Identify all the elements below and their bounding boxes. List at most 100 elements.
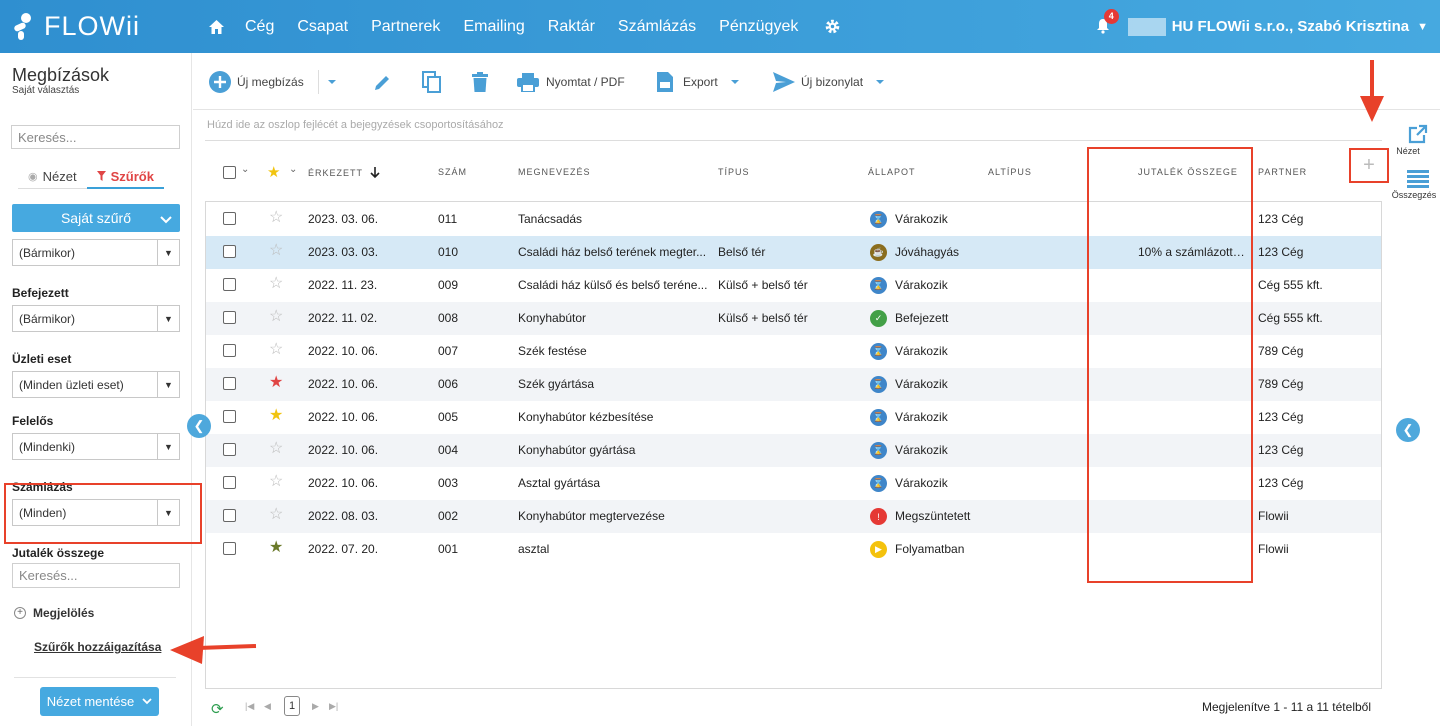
star-icon[interactable]: ☆	[269, 506, 284, 523]
nav-item-partnerek[interactable]: Partnerek	[371, 17, 441, 35]
marking-toggle[interactable]: + Megjelölés	[14, 606, 94, 620]
table-row[interactable]: ☆ 2023. 03. 03. 010 Családi ház belső terén…	[205, 236, 1382, 269]
select-all-checkbox[interactable]	[223, 166, 236, 179]
column-header-type[interactable]: Típus	[718, 167, 750, 177]
row-checkbox[interactable]	[223, 410, 236, 423]
table-row[interactable]: ★ 2022. 10. 06. 005 Konyhabútor kézbesítése…	[205, 401, 1382, 434]
tab-filters[interactable]: Szűrők	[86, 165, 164, 189]
table-row[interactable]: ☆ 2023. 03. 06. 011 Tanácsadás ⌛ Várakozik 123…	[205, 203, 1382, 236]
column-header-commission[interactable]: Jutalék összege	[1138, 167, 1238, 177]
sidebar-search-input[interactable]: Keresés...	[11, 125, 180, 149]
flowii-logo[interactable]: FLOWii	[12, 9, 140, 43]
last-page-icon[interactable]: ▶|	[329, 701, 339, 711]
filter-select-uzleti-eset[interactable]: (Minden üzleti eset) ▼	[12, 371, 180, 398]
nav-item-raktar[interactable]: Raktár	[547, 17, 595, 35]
star-icon[interactable]: ★	[269, 407, 284, 424]
summary-panel-button[interactable]: Összegzés	[1382, 170, 1440, 200]
edit-button[interactable]	[373, 68, 392, 96]
row-checkbox[interactable]	[223, 542, 236, 555]
star-icon[interactable]: ☆	[269, 473, 284, 490]
bell-icon[interactable]: 4	[1096, 8, 1119, 36]
table-row[interactable]: ☆ 2022. 11. 02. 008 Konyhabútor Külső + bels…	[205, 302, 1382, 335]
column-header-name[interactable]: Megnevezés	[518, 167, 591, 177]
chevron-down-icon	[730, 80, 739, 84]
chevron-down-icon[interactable]: ▼	[157, 434, 179, 459]
star-icon[interactable]: ★	[267, 164, 281, 181]
star-icon[interactable]: ★	[269, 374, 284, 391]
view-panel-button[interactable]: Nézet	[1382, 124, 1440, 156]
home-icon[interactable]	[205, 16, 227, 38]
row-checkbox[interactable]	[223, 509, 236, 522]
table-row[interactable]: ☆ 2022. 11. 23. 009 Családi ház külső és be…	[205, 269, 1382, 302]
own-filter-button[interactable]: Saját szűrő	[12, 204, 180, 232]
table-row[interactable]: ☆ 2022. 10. 06. 007 Szék festése ⌛ Várakozik 7…	[205, 335, 1382, 368]
column-header-status[interactable]: Állapot	[868, 167, 916, 177]
column-header-received[interactable]: Érkezett	[308, 167, 380, 179]
row-checkbox[interactable]	[223, 245, 236, 258]
group-by-hint[interactable]: Húzd ide az oszlop fejlécét a bejegyzése…	[207, 119, 504, 131]
chevron-down-icon[interactable]: ▼	[157, 240, 179, 265]
filter-select-felelos[interactable]: (Mindenki) ▼	[12, 433, 180, 460]
row-checkbox[interactable]	[223, 377, 236, 390]
next-page-icon[interactable]: ▶	[312, 701, 319, 711]
column-header-number[interactable]: Szám	[438, 167, 468, 177]
star-icon[interactable]: ☆	[269, 308, 284, 325]
column-header-partner[interactable]: Partner	[1258, 167, 1308, 177]
table-row[interactable]: ★ 2022. 10. 06. 006 Szék gyártása ⌛ Várakozik…	[205, 368, 1382, 401]
first-date-select[interactable]: (Bármikor) ▼	[12, 239, 180, 266]
nav-item-csapat[interactable]: Csapat	[297, 17, 349, 35]
first-page-icon[interactable]: |◀	[245, 701, 255, 711]
prev-page-icon[interactable]: ◀	[264, 701, 271, 711]
table-row[interactable]: ☆ 2022. 10. 06. 004 Konyhabútor gyártása ⌛ Vá…	[205, 434, 1382, 467]
save-view-button[interactable]: Nézet mentése	[40, 687, 159, 716]
table-row[interactable]: ☆ 2022. 10. 06. 003 Asztal gyártása ⌛ Várakoz…	[205, 467, 1382, 500]
table-row[interactable]: ☆ 2022. 08. 03. 002 Konyhabútor megtervezés…	[205, 500, 1382, 533]
filter-label-befejezett: Befejezett	[12, 286, 69, 300]
star-icon[interactable]: ☆	[269, 440, 284, 457]
current-page[interactable]: 1	[284, 696, 300, 716]
star-icon[interactable]: ☆	[269, 209, 284, 226]
export-button[interactable]: Export	[657, 68, 740, 96]
collapse-sidebar-button[interactable]: ❮	[187, 414, 211, 438]
copy-button[interactable]	[422, 68, 441, 96]
print-pdf-button[interactable]: Nyomtat / PDF	[517, 68, 625, 96]
star-icon[interactable]: ☆	[269, 242, 284, 259]
commission-search-input[interactable]: Keresés...	[12, 563, 180, 588]
nav-item-ceg[interactable]: Cég	[245, 17, 275, 35]
filter-select-befejezett[interactable]: (Bármikor) ▼	[12, 305, 180, 332]
table-row[interactable]: ★ 2022. 07. 20. 001 asztal ▶ Folyamatban Flowi…	[205, 533, 1382, 566]
new-document-button[interactable]: Új bizonylat	[773, 68, 885, 96]
star-icon[interactable]: ★	[269, 539, 284, 556]
nav-item-penzugyek[interactable]: Pénzügyek	[719, 17, 799, 35]
chevron-down-icon[interactable]: ▼	[157, 500, 179, 525]
delete-button[interactable]	[472, 68, 488, 96]
nav-item-szamlazas[interactable]: Számlázás	[617, 17, 697, 35]
chevron-down-icon[interactable]: ⌄	[241, 164, 250, 175]
row-checkbox[interactable]	[223, 443, 236, 456]
chevron-down-icon[interactable]	[160, 211, 172, 227]
collapse-right-panel-button[interactable]: ❮	[1396, 418, 1420, 442]
gear-icon[interactable]	[821, 16, 843, 38]
cell-name: Konyhabútor kézbesítése	[518, 410, 654, 424]
chevron-down-icon[interactable]: ⌄	[289, 164, 298, 175]
chevron-down-icon[interactable]	[327, 79, 337, 85]
refresh-icon[interactable]: ⟳	[211, 701, 224, 718]
user-menu[interactable]: 4 HU FLOWii s.r.o., Szabó Krisztina ▼	[1096, 0, 1428, 53]
tab-view[interactable]: ◉ Nézet	[18, 165, 87, 189]
row-checkbox[interactable]	[223, 476, 236, 489]
cell-name: Családi ház külső és belső teréne...	[518, 278, 708, 292]
assign-filters-link[interactable]: Szűrők hozzáigazítása	[34, 640, 162, 654]
nav-item-emailing[interactable]: Emailing	[463, 17, 525, 35]
column-header-subtype[interactable]: Altípus	[988, 167, 1032, 177]
star-icon[interactable]: ☆	[269, 275, 284, 292]
new-order-button[interactable]: Új megbízás	[208, 68, 337, 96]
chevron-down-icon[interactable]: ▼	[157, 306, 179, 331]
add-column-button[interactable]: +	[1349, 148, 1389, 183]
row-checkbox[interactable]	[223, 344, 236, 357]
row-checkbox[interactable]	[223, 212, 236, 225]
chevron-down-icon[interactable]: ▼	[157, 372, 179, 397]
row-checkbox[interactable]	[223, 278, 236, 291]
filter-select-szamlazas[interactable]: (Minden) ▼	[12, 499, 180, 526]
row-checkbox[interactable]	[223, 311, 236, 324]
star-icon[interactable]: ☆	[269, 341, 284, 358]
